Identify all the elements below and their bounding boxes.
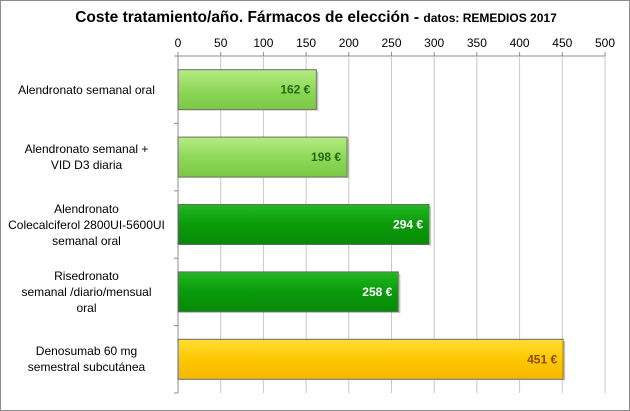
- x-tick-label: 0: [175, 36, 182, 50]
- x-tick-label: 350: [467, 36, 487, 50]
- bar-value-label: 198 €: [311, 150, 341, 164]
- bar-shadow: [347, 139, 350, 179]
- category-label-line: Colecalciferol 2800UI-5600UI: [8, 217, 165, 232]
- bar: [177, 136, 348, 178]
- category-label-line: Alendronato: [54, 201, 119, 216]
- bar: [177, 69, 317, 111]
- bar-value-label: 451 €: [527, 352, 557, 366]
- bar-value-label: 162 €: [280, 83, 310, 97]
- category-label-line: Denosumab 60 mg: [35, 344, 138, 359]
- chart-title-separator: -: [413, 9, 424, 26]
- x-tick-label: 250: [381, 36, 401, 50]
- bar-shadow: [563, 341, 566, 381]
- category-label: Denosumab 60 mg semestral subcutánea: [4, 343, 169, 375]
- x-tick-label: 450: [552, 36, 572, 50]
- category-label: Alendronato semanal oral: [4, 82, 169, 98]
- category-label-line: oral: [76, 300, 97, 315]
- category-label-line: Risedronato: [54, 268, 119, 283]
- chart-title-source: datos: REMEDIOS 2017: [423, 11, 557, 25]
- category-label-line: Alendronato semanal +: [24, 142, 149, 157]
- bar-shadow: [398, 273, 401, 313]
- category-label-line: semestral subcutánea: [27, 360, 146, 375]
- category-label-line: semanal /diario/mensual: [21, 284, 152, 299]
- x-tick-label: 400: [510, 36, 530, 50]
- x-tick-label: 50: [214, 36, 228, 50]
- bar-shadow: [429, 206, 432, 246]
- bar-value-label: 258 €: [362, 285, 392, 299]
- x-tick-label: 300: [424, 36, 444, 50]
- chart-title-main: Coste tratamiento/año. Fármacos de elecc…: [75, 9, 410, 26]
- category-label: Alendronato Colecalciferol 2800UI-5600UI s…: [4, 201, 169, 249]
- category-label-line: semanal oral: [52, 233, 121, 248]
- x-tick-label: 500: [595, 36, 615, 50]
- bar: [177, 271, 399, 313]
- bar: [177, 204, 430, 245]
- bar: [177, 338, 564, 380]
- x-tick-label: 100: [253, 36, 273, 50]
- category-label: Alendronato semanal + VID D3 diaria: [4, 141, 169, 173]
- x-tick-label: 150: [296, 36, 316, 50]
- x-tick-label: 200: [339, 36, 359, 50]
- category-label-line: VID D3 diaria: [50, 158, 123, 173]
- category-label-line: Alendronato semanal oral: [18, 82, 155, 97]
- chart-title: Coste tratamiento/año. Fármacos de elecc…: [1, 9, 630, 27]
- bar-value-label: 294 €: [393, 218, 423, 232]
- bar-shadow: [316, 71, 319, 111]
- category-label: Risedronato semanal /diario/mensual oral: [4, 268, 169, 316]
